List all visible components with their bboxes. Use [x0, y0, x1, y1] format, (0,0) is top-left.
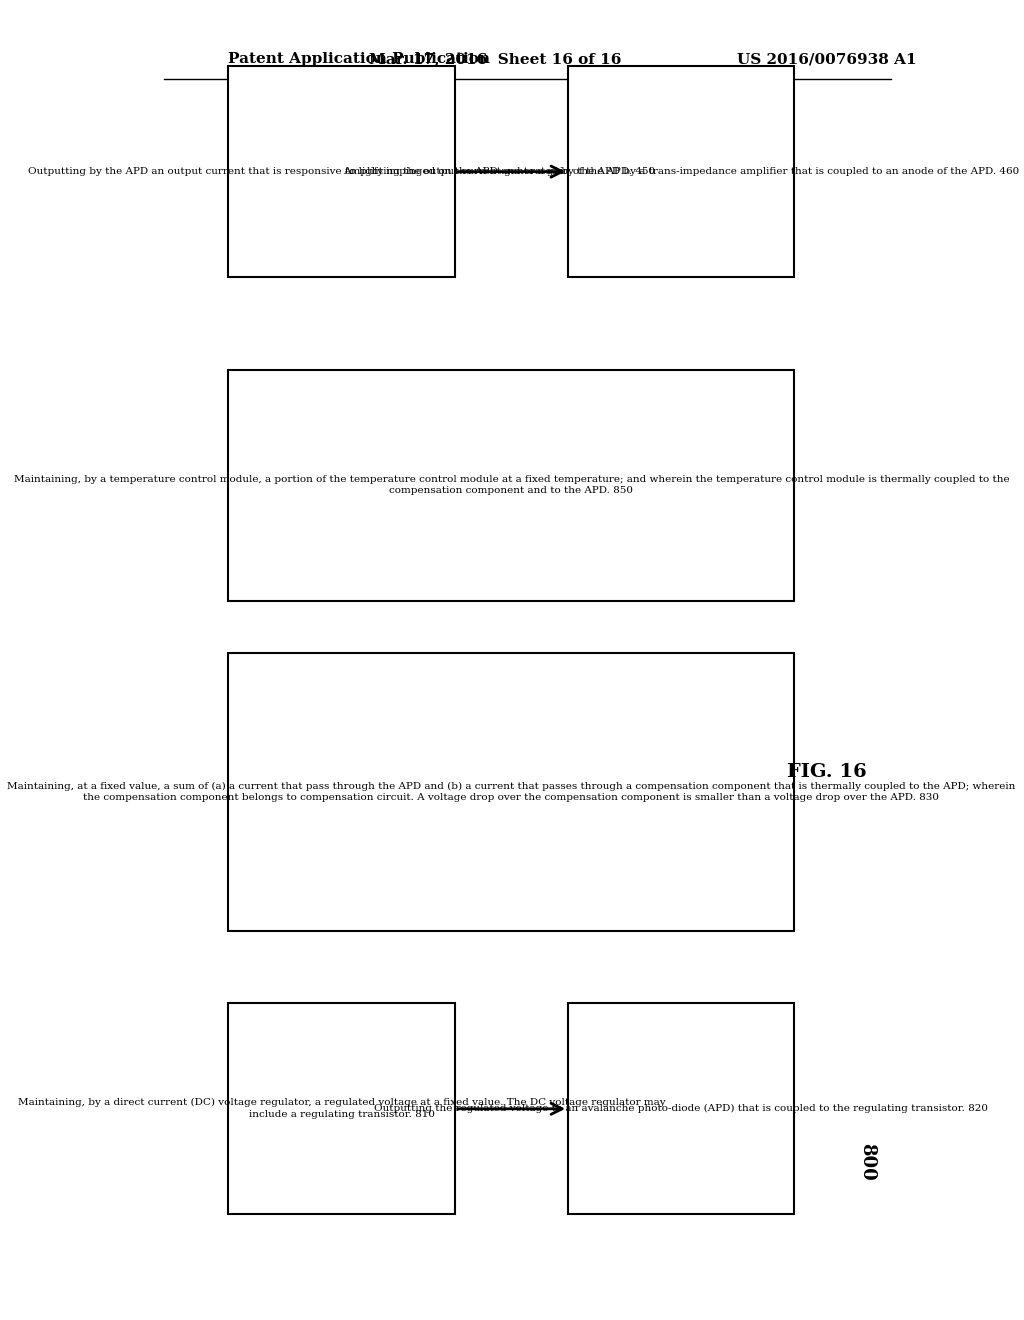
Text: 800: 800 — [858, 1143, 877, 1180]
Text: US 2016/0076938 A1: US 2016/0076938 A1 — [737, 53, 916, 66]
FancyBboxPatch shape — [568, 1003, 795, 1214]
Text: Mar. 17, 2016  Sheet 16 of 16: Mar. 17, 2016 Sheet 16 of 16 — [369, 53, 622, 66]
FancyBboxPatch shape — [228, 1003, 455, 1214]
Text: Amplifying the output current generated by the APD by a trans-impedance amplifie: Amplifying the output current generated … — [343, 168, 1019, 176]
Text: Outputting by the APD an output current that is responsive to light impinged on : Outputting by the APD an output current … — [28, 168, 655, 176]
Text: Maintaining, at a fixed value, a sum of (a) a current that pass through the APD : Maintaining, at a fixed value, a sum of … — [7, 781, 1016, 803]
Text: Maintaining, by a direct current (DC) voltage regulator, a regulated voltage at : Maintaining, by a direct current (DC) vo… — [17, 1098, 666, 1119]
FancyBboxPatch shape — [228, 370, 795, 601]
Text: Maintaining, by a temperature control module, a portion of the temperature contr: Maintaining, by a temperature control mo… — [13, 475, 1010, 495]
Text: Outputting the regulated voltage to an avalanche photo-diode (APD) that is coupl: Outputting the regulated voltage to an a… — [374, 1105, 988, 1113]
FancyBboxPatch shape — [568, 66, 795, 277]
Text: Patent Application Publication: Patent Application Publication — [228, 53, 490, 66]
FancyBboxPatch shape — [228, 66, 455, 277]
FancyBboxPatch shape — [228, 653, 795, 931]
Text: FIG. 16: FIG. 16 — [786, 763, 866, 781]
